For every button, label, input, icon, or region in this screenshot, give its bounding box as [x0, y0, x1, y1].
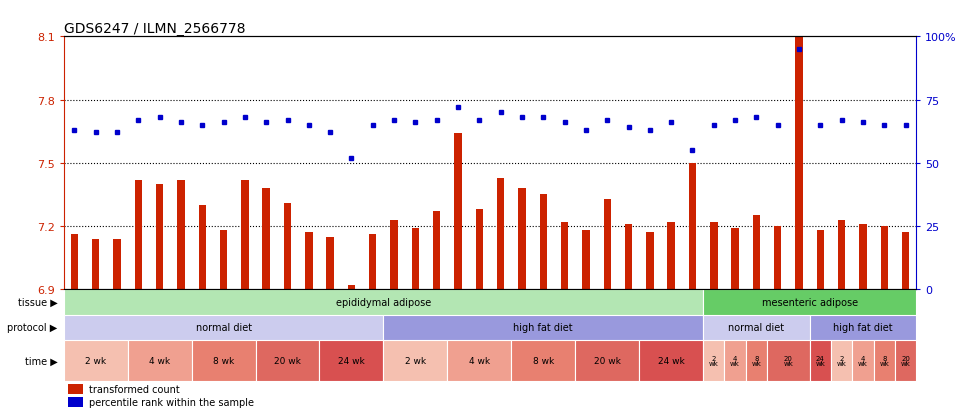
Bar [561, 222, 568, 290]
Bar [796, 6, 803, 290]
Bar [667, 222, 675, 290]
Bar [199, 205, 206, 290]
Bar [64, 340, 127, 381]
Bar [71, 235, 78, 290]
Text: 20
wk: 20 wk [901, 355, 910, 366]
Bar [512, 340, 575, 381]
Bar [575, 340, 639, 381]
Bar [348, 285, 355, 290]
Bar [475, 210, 483, 290]
Bar [64, 315, 383, 340]
Bar [540, 195, 547, 290]
Bar [853, 340, 874, 381]
Bar [64, 290, 704, 315]
Text: 8
wk: 8 wk [752, 355, 761, 366]
Text: 20 wk: 20 wk [594, 356, 620, 365]
Text: 4
wk: 4 wk [858, 355, 868, 366]
Bar [767, 340, 809, 381]
Text: 2 wk: 2 wk [405, 356, 426, 365]
Text: epididymal adipose: epididymal adipose [336, 297, 431, 307]
Bar [369, 235, 376, 290]
Bar [881, 226, 888, 290]
Bar [220, 231, 227, 290]
Bar [639, 340, 704, 381]
Bar [731, 228, 739, 290]
Text: 2
wk: 2 wk [709, 355, 718, 366]
Bar [604, 199, 611, 290]
Bar [263, 189, 270, 290]
Text: 8 wk: 8 wk [533, 356, 554, 365]
Text: 2 wk: 2 wk [85, 356, 106, 365]
Bar [114, 239, 121, 290]
Bar [284, 203, 291, 290]
Text: high fat diet: high fat diet [514, 323, 573, 332]
Bar [192, 340, 256, 381]
Text: 4 wk: 4 wk [149, 356, 171, 365]
Bar [156, 184, 164, 290]
Text: time ▶: time ▶ [24, 356, 57, 366]
Bar [433, 212, 440, 290]
Bar [902, 233, 909, 290]
Bar [838, 220, 846, 290]
Text: 24 wk: 24 wk [658, 356, 685, 365]
Bar [177, 180, 184, 290]
Bar [831, 340, 853, 381]
Bar [625, 224, 632, 290]
Bar [809, 315, 916, 340]
Text: 2
wk: 2 wk [837, 355, 847, 366]
Text: 8
wk: 8 wk [879, 355, 889, 366]
Text: mesenteric adipose: mesenteric adipose [761, 297, 858, 307]
Bar [68, 397, 83, 407]
Text: 8 wk: 8 wk [213, 356, 234, 365]
Bar [412, 228, 419, 290]
Bar [809, 340, 831, 381]
Text: 24 wk: 24 wk [338, 356, 365, 365]
Bar [704, 290, 916, 315]
Bar [689, 164, 696, 290]
Bar [710, 222, 717, 290]
Bar [753, 216, 760, 290]
Bar [874, 340, 895, 381]
Text: 4 wk: 4 wk [468, 356, 490, 365]
Bar [68, 384, 83, 394]
Bar [390, 220, 398, 290]
Text: high fat diet: high fat diet [833, 323, 893, 332]
Text: protocol ▶: protocol ▶ [7, 323, 57, 332]
Bar [383, 340, 447, 381]
Text: transformed count: transformed count [89, 384, 180, 394]
Bar [319, 340, 383, 381]
Bar [383, 315, 704, 340]
Bar [455, 134, 462, 290]
Bar [241, 180, 249, 290]
Bar [704, 315, 809, 340]
Bar [724, 340, 746, 381]
Text: 24
wk: 24 wk [815, 355, 825, 366]
Bar [127, 340, 192, 381]
Bar [646, 233, 654, 290]
Text: 4
wk: 4 wk [730, 355, 740, 366]
Bar [305, 233, 313, 290]
Bar [448, 340, 512, 381]
Text: percentile rank within the sample: percentile rank within the sample [89, 397, 254, 407]
Text: 20
wk: 20 wk [783, 355, 794, 366]
Bar [746, 340, 767, 381]
Text: GDS6247 / ILMN_2566778: GDS6247 / ILMN_2566778 [64, 22, 245, 36]
Bar [582, 231, 590, 290]
Bar [497, 178, 505, 290]
Bar [256, 340, 319, 381]
Bar [92, 239, 99, 290]
Text: tissue ▶: tissue ▶ [18, 297, 57, 307]
Bar [134, 180, 142, 290]
Text: normal diet: normal diet [728, 323, 785, 332]
Bar [518, 189, 525, 290]
Bar [895, 340, 916, 381]
Bar [816, 231, 824, 290]
Bar [326, 237, 334, 290]
Text: 20 wk: 20 wk [274, 356, 301, 365]
Text: normal diet: normal diet [195, 323, 252, 332]
Bar [859, 224, 866, 290]
Bar [704, 340, 724, 381]
Bar [774, 226, 781, 290]
